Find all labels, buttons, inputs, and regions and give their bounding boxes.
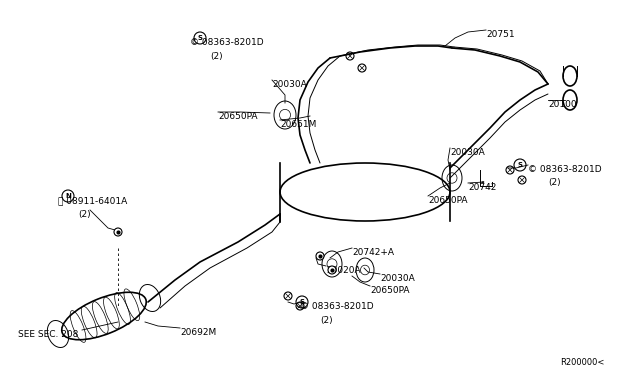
Text: 20650PA: 20650PA bbox=[428, 196, 467, 205]
Text: © 08363-8201D: © 08363-8201D bbox=[190, 38, 264, 47]
Text: 20751: 20751 bbox=[486, 30, 515, 39]
Text: 20692M: 20692M bbox=[180, 328, 216, 337]
Circle shape bbox=[114, 228, 122, 236]
Text: S: S bbox=[300, 299, 305, 305]
Text: 20650PA: 20650PA bbox=[218, 112, 257, 121]
Text: (2): (2) bbox=[78, 210, 91, 219]
Text: 20030A: 20030A bbox=[380, 274, 415, 283]
Text: 20020A: 20020A bbox=[326, 266, 360, 275]
Text: R200000<: R200000< bbox=[560, 358, 604, 367]
Text: (2): (2) bbox=[548, 178, 561, 187]
Text: 20651M: 20651M bbox=[280, 120, 316, 129]
Text: © 08363-8201D: © 08363-8201D bbox=[300, 302, 374, 311]
Text: S: S bbox=[518, 162, 522, 168]
Circle shape bbox=[316, 252, 324, 260]
Text: N: N bbox=[65, 193, 71, 199]
Text: (2): (2) bbox=[320, 316, 333, 325]
Text: Ⓝ 08911-6401A: Ⓝ 08911-6401A bbox=[58, 196, 127, 205]
Text: 20742+A: 20742+A bbox=[352, 248, 394, 257]
Text: SEE SEC. 208: SEE SEC. 208 bbox=[18, 330, 78, 339]
Text: 20650PA: 20650PA bbox=[370, 286, 410, 295]
Circle shape bbox=[328, 266, 336, 274]
Text: © 08363-8201D: © 08363-8201D bbox=[528, 165, 602, 174]
Text: 20030A: 20030A bbox=[450, 148, 484, 157]
Text: 20100: 20100 bbox=[548, 100, 577, 109]
Text: S: S bbox=[198, 35, 202, 41]
Text: (2): (2) bbox=[210, 52, 223, 61]
Text: 20742: 20742 bbox=[468, 183, 497, 192]
Text: 20030A: 20030A bbox=[272, 80, 307, 89]
